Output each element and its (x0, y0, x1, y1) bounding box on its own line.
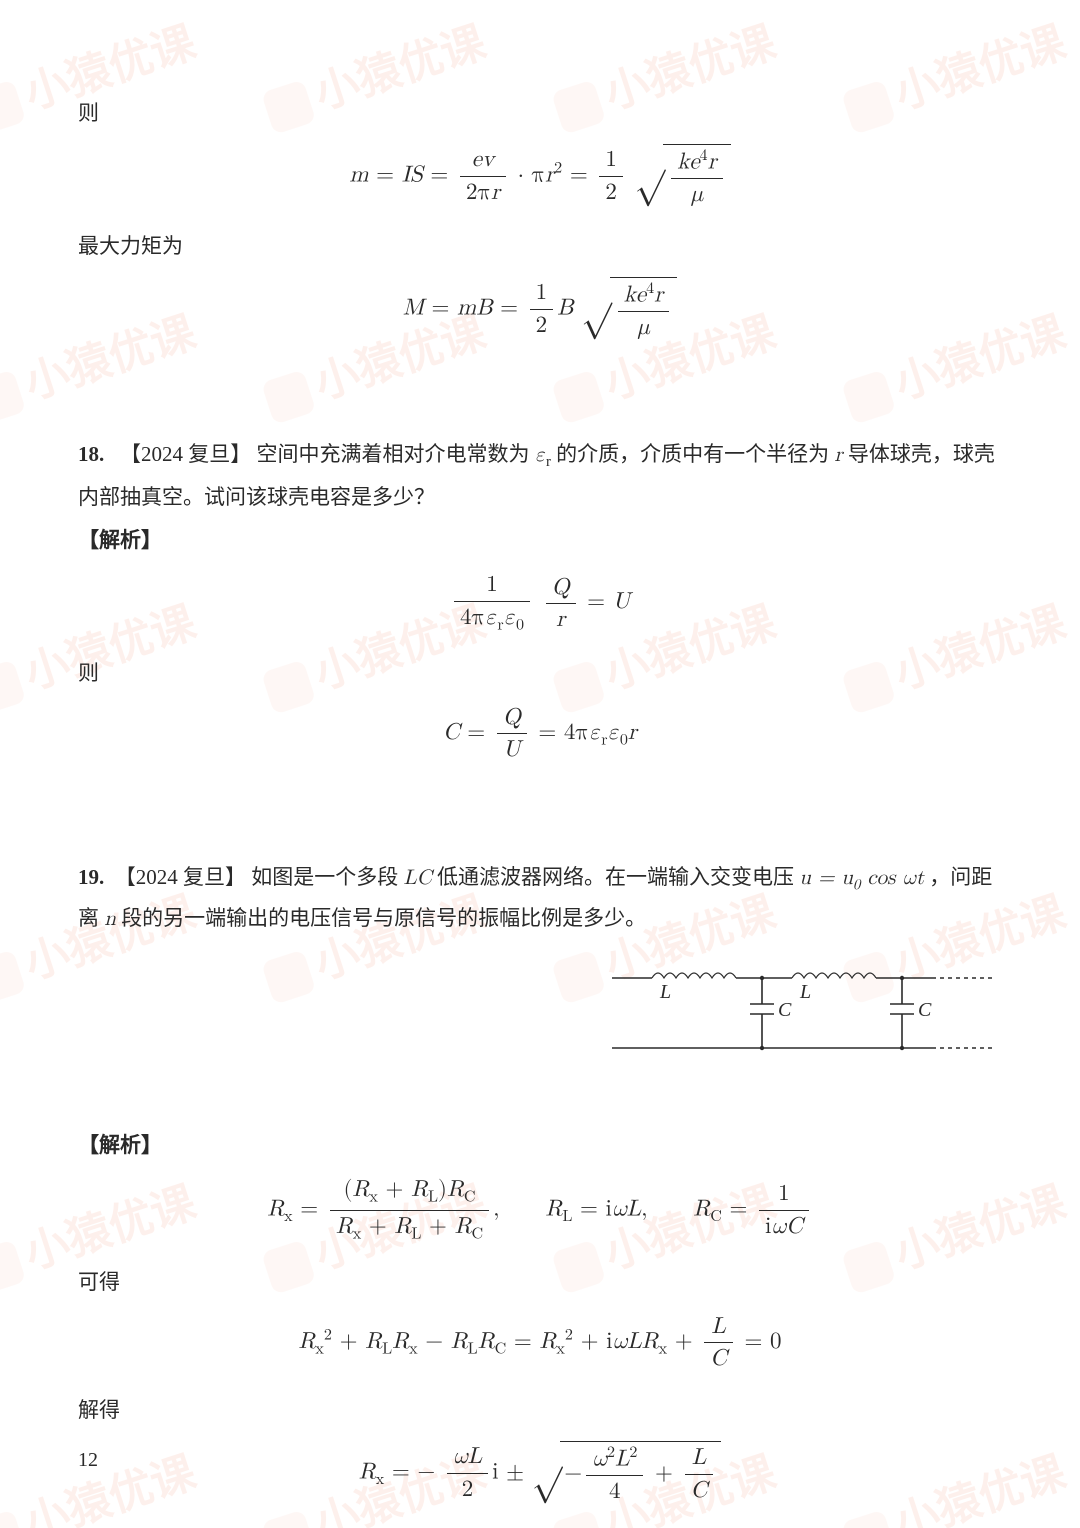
q19-realpart: 实部非负，则有 (78, 1523, 1002, 1528)
q18-body-a: 空间中充满着相对介电常数为 (257, 442, 535, 466)
q19-source: 【2024 复旦】 (115, 865, 246, 889)
q19-number: 19. (78, 865, 104, 889)
svg-text:C: C (918, 999, 932, 1021)
q18-analysis-label: 【解析】 (78, 521, 1002, 561)
q19-n-sym: n (104, 909, 116, 930)
svg-text:L: L (799, 981, 811, 1003)
q19-body-a: 如图是一个多段 (251, 865, 403, 889)
q18-stem: 18. 【2024 复旦】 空间中充满着相对介电常数为 εr 的介质，介质中有一… (78, 435, 1002, 517)
q18-radius-sym: r (834, 445, 842, 466)
lc-filter-diagram: L L C C (78, 958, 1002, 1078)
eq-moment-def: m = IS = ev2πr · πr2 = 12 √ke4rμ (78, 144, 1002, 209)
q19-stem: 19. 【2024 复旦】 如图是一个多段 LC 低通滤波器网络。在一端输入交变… (78, 858, 1002, 940)
text-max-torque: 最大力矩为 (78, 227, 1002, 267)
q18-body-b: 的介质，介质中有一个半径为 (551, 442, 835, 466)
q19-body-b: 低通滤波器网络。在一端输入交变电压 (432, 865, 800, 889)
q18-source: 【2024 复旦】 (120, 442, 251, 466)
q18-ze: 则 (78, 654, 1002, 694)
svg-text:L: L (659, 981, 671, 1003)
page-content: 则 m = IS = ev2πr · πr2 = 12 √ke4rμ 最大力矩为… (0, 0, 1080, 1528)
q19-LC: LC (404, 868, 432, 889)
q19-jiede: 解得 (78, 1391, 1002, 1431)
q19-body-d: 段的另一端输出的电压信号与原信号的振幅比例是多少。 (116, 906, 646, 930)
eq-q19-roots: Rx = − ωL2i ± √−ω2L24 + LC (78, 1441, 1002, 1506)
q19-analysis-label: 【解析】 (78, 1126, 1002, 1166)
eq-q18-capacitance: C = QU = 4πεrε0r (78, 704, 1002, 764)
eq-max-torque: M = mB = 12B √ke4rμ (78, 277, 1002, 342)
q18-number: 18. (78, 442, 104, 466)
svg-text:C: C (778, 999, 792, 1021)
eq-q18-potential: 14πεrε0 Qr = U (78, 571, 1002, 636)
text-ze-1: 则 (78, 94, 1002, 134)
q19-kede: 可得 (78, 1263, 1002, 1303)
eq-q19-Rx-def: Rx = (Rx + RL)RC Rx + RL + RC , RL = iωL… (78, 1176, 1002, 1245)
eq-q19-quadratic: Rx2 + RLRx − RLRC = Rx2 + iωLRx + LC = 0 (78, 1313, 1002, 1373)
